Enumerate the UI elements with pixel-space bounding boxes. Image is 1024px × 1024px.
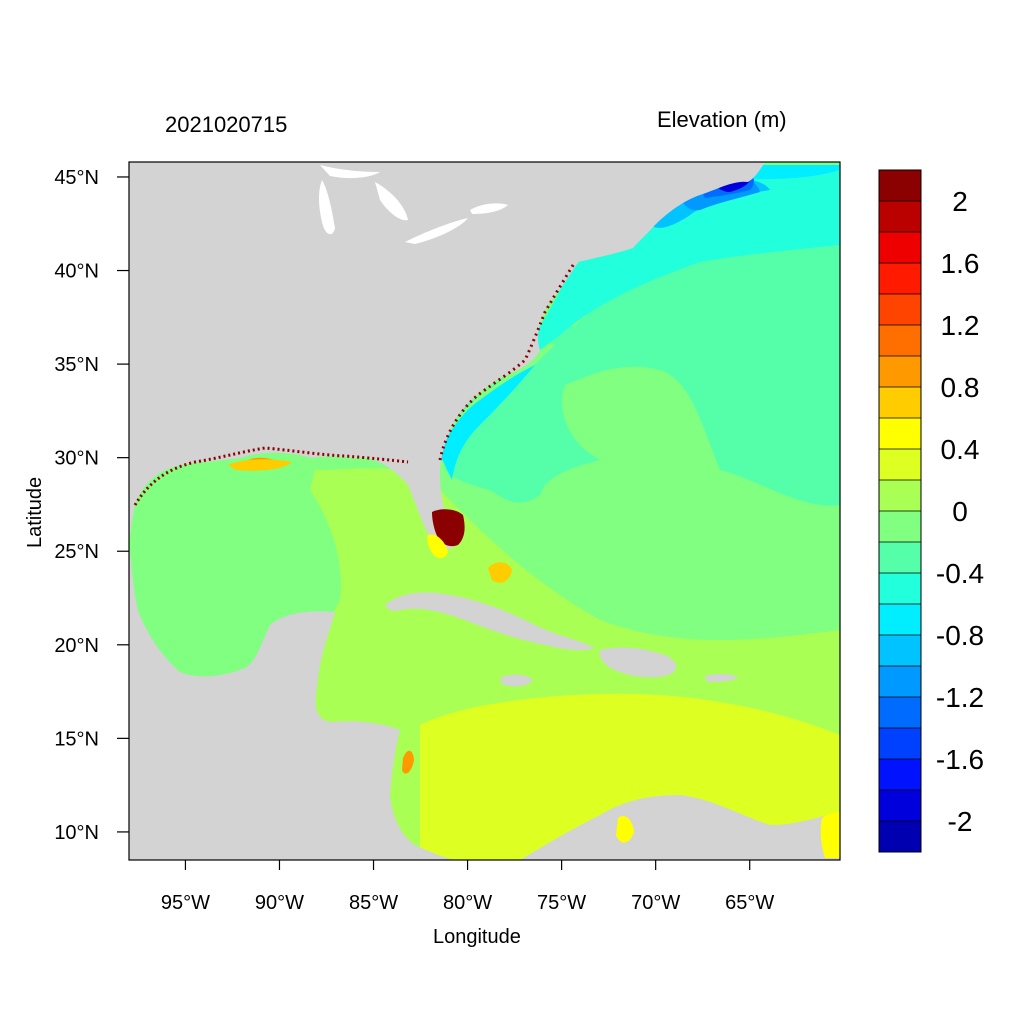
hispaniola-land: [599, 647, 677, 678]
colorbar-label: -1.2: [936, 682, 984, 713]
colorbar-label: 1.6: [941, 248, 980, 279]
lake-huron: [375, 182, 408, 221]
colorbar-swatch: [879, 201, 921, 233]
colorbar-label: -0.4: [936, 558, 984, 589]
lake-maracaibo-region: [616, 815, 634, 843]
colorbar-swatch: [879, 604, 921, 636]
colorbar-swatch: [879, 232, 921, 264]
longitude-tick-label: 70°W: [631, 892, 680, 914]
colorbar-swatch: [879, 418, 921, 450]
colorbar-swatch: [879, 666, 921, 698]
longitude-tick-label: 75°W: [537, 892, 586, 914]
south-america-land: [520, 795, 840, 860]
plot-frame: [128, 161, 841, 861]
latitude-tick-label: 15°N: [54, 728, 99, 750]
colorbar-swatch: [879, 697, 921, 729]
longitude-tick-label: 80°W: [443, 892, 492, 914]
colorbar-swatch: [879, 449, 921, 481]
longitude-tick-label: 65°W: [725, 892, 774, 914]
colorbar-label: 2: [952, 186, 968, 217]
colorbar-swatch: [879, 387, 921, 419]
colorbar-label: -1.6: [936, 744, 984, 775]
colorbar-label: 0: [952, 496, 968, 527]
jamaica-land: [500, 674, 533, 687]
colorbar-swatch: [879, 573, 921, 605]
colorbar-swatch: [879, 356, 921, 388]
colorbar-frame: [878, 169, 922, 853]
bahamas-bank-region: [488, 562, 512, 583]
map-plot-area: [129, 162, 840, 860]
cuba-land: [385, 592, 595, 651]
colorbar-swatch: [879, 294, 921, 326]
longitude-tick-label: 95°W: [161, 892, 210, 914]
colorbar-label: 0.8: [941, 372, 980, 403]
puerto-rico-land: [705, 673, 738, 682]
variable-title: Elevation (m): [657, 107, 787, 132]
gulf-stream-region: [548, 325, 610, 356]
latitude-tick-label: 35°N: [54, 354, 99, 376]
x-axis-title: Longitude: [433, 926, 521, 948]
lake-erie: [405, 218, 468, 244]
southwest-florida-positive-region: [427, 534, 448, 559]
colorbar-swatch: [879, 511, 921, 543]
mexico-central-america-land: [129, 545, 455, 860]
east-caribbean-positive-region: [820, 812, 840, 858]
southeast-coast-elevation-region: [445, 165, 840, 435]
lake-superior: [320, 165, 380, 179]
colorbar-label: 1.2: [941, 310, 980, 341]
longitude-tick-label: 90°W: [255, 892, 304, 914]
florida-atlantic-coast-region: [440, 365, 535, 480]
colorbar-swatch: [879, 728, 921, 760]
colorbar-swatch: [879, 263, 921, 295]
louisiana-coast-yellow-region: [228, 459, 292, 471]
colorbar-swatch: [879, 170, 921, 202]
lake-michigan: [319, 180, 335, 235]
south-florida-high-elevation: [432, 509, 465, 547]
atlantic-low-elevation-region: [445, 240, 840, 506]
colorbar-label: -2: [948, 806, 973, 837]
latitude-tick-label: 30°N: [54, 448, 99, 470]
colorbar-label: -0.8: [936, 620, 984, 651]
latitude-tick-label: 10°N: [54, 822, 99, 844]
map-datetime: 2021020715: [165, 112, 288, 137]
latitude-tick-label: 20°N: [54, 635, 99, 657]
colorbar-label: 0.4: [941, 434, 980, 465]
colorbar-swatch: [879, 790, 921, 822]
colorbar-swatch: [879, 325, 921, 357]
lake-ontario: [470, 203, 508, 214]
latitude-tick-label: 40°N: [54, 261, 99, 283]
latitude-tick-label: 25°N: [54, 541, 99, 563]
longitude-ticks: 95°W 90°W 85°W 80°W 75°W 70°W 65°W: [161, 860, 774, 914]
colorbar: 2 1.6 1.2 0.8 0.4 0 -0.4 -0.8 -1.2 -1.6 -2: [878, 169, 984, 853]
colorbar-swatch: [879, 542, 921, 574]
honduras-coast-positive-region: [402, 750, 414, 774]
colorbar-swatch: [879, 480, 921, 512]
latitude-ticks: 45°N 40°N 35°N 30°N 25°N 20°N 15°N 10°N: [54, 167, 129, 844]
longitude-tick-label: 85°W: [349, 892, 398, 914]
latitude-tick-label: 45°N: [54, 167, 99, 189]
colorbar-swatch: [879, 635, 921, 667]
colorbar-swatch: [879, 821, 921, 853]
colorbar-swatch: [879, 759, 921, 791]
